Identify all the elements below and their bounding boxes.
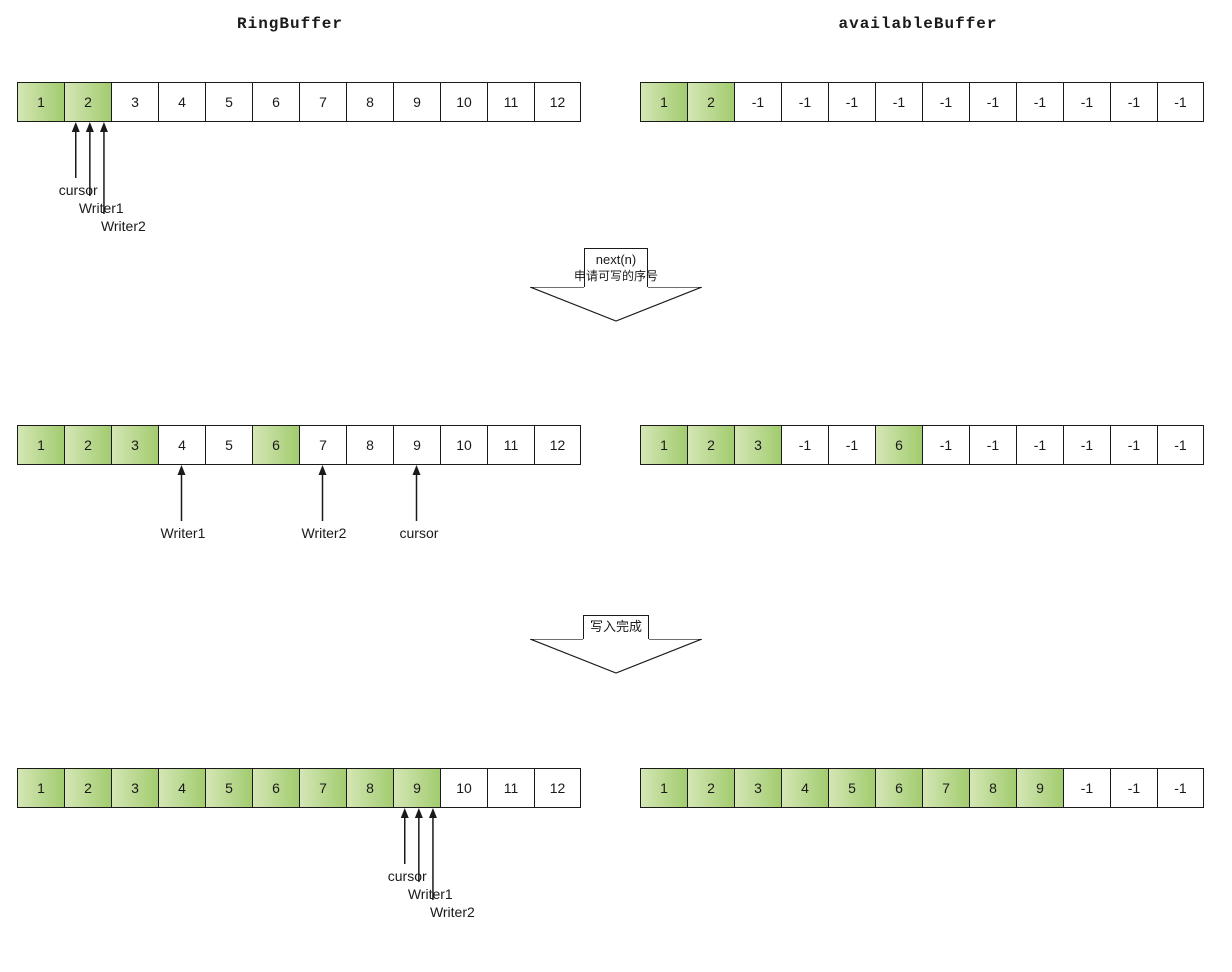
buffer-cell: 4 [158,768,205,808]
buffer-cell: 11 [487,425,534,465]
buffer-cell: -1 [1157,425,1204,465]
buffer-cell: 7 [299,768,346,808]
buffer-cell: 6 [252,425,299,465]
buffer-cell: -1 [1110,425,1157,465]
buffer-cell: 5 [828,768,875,808]
pointer-label: Writer1 [161,525,206,541]
step-arrow-complete: 写入完成 [530,615,702,681]
buffer-cell: -1 [781,82,828,122]
buffer-cell: 7 [299,425,346,465]
buffer-cell: 10 [440,425,487,465]
pointer-arrows-2 [0,0,1232,972]
buffer-cell: 8 [346,82,393,122]
buffer-cell: 6 [252,768,299,808]
buffer-cell: 9 [393,768,440,808]
buffer-cell: 4 [158,82,205,122]
buffer-cell: -1 [1016,425,1063,465]
buffer-cell: -1 [1110,82,1157,122]
pointer-label: Writer1 [408,886,453,902]
buffer-cell: 2 [64,425,111,465]
buffer-cell: 8 [969,768,1016,808]
buffer-cell: -1 [922,82,969,122]
buffer-cell: 9 [393,82,440,122]
buffer-cell: 1 [17,82,64,122]
title-ringbuffer: RingBuffer [190,15,390,33]
buffer-cell: 3 [734,768,781,808]
title-availablebuffer: availableBuffer [818,15,1018,33]
step-box: next(n)申请可写的序号 [584,248,648,287]
buffer-cell: 1 [17,768,64,808]
buffer-cell: 6 [252,82,299,122]
buffer-cell: -1 [875,82,922,122]
buffer-cell: -1 [828,425,875,465]
pointer-label: cursor [59,182,98,198]
buffer-cell: -1 [781,425,828,465]
buffer-cell: -1 [969,82,1016,122]
buffer-cell: -1 [1016,82,1063,122]
buffer-cell: 5 [205,82,252,122]
buffer-cell: 1 [640,425,687,465]
buffer-cell: 3 [111,82,158,122]
buffer-cell: -1 [969,425,1016,465]
buffer-cell: -1 [734,82,781,122]
buffer-cell: 7 [299,82,346,122]
buffer-cell: -1 [1157,82,1204,122]
buffer-cell: -1 [1063,768,1110,808]
buffer-cell: 3 [111,425,158,465]
buffer-cell: -1 [1110,768,1157,808]
buffer-cell: 2 [687,82,734,122]
buffer-cell: 5 [205,768,252,808]
buffer-cell: 2 [64,82,111,122]
buffer-cell: 1 [17,425,64,465]
buffer-cell: 11 [487,82,534,122]
avail-buffer-2: 123-1-16-1-1-1-1-1-1 [640,425,1204,465]
buffer-cell: 7 [922,768,969,808]
buffer-cell: 4 [781,768,828,808]
step-box: 写入完成 [583,615,649,639]
buffer-cell: 11 [487,768,534,808]
ring-buffer-2: 123456789101112 [17,425,581,465]
pointer-label: Writer2 [101,218,146,234]
pointer-arrows-1 [0,0,1232,972]
buffer-cell: -1 [1063,82,1110,122]
buffer-cell: 6 [875,425,922,465]
buffer-cell: 2 [64,768,111,808]
buffer-cell: 12 [534,768,581,808]
buffer-cell: 5 [205,425,252,465]
buffer-cell: -1 [828,82,875,122]
buffer-cell: 9 [1016,768,1063,808]
buffer-cell: 8 [346,425,393,465]
ring-buffer-1: 123456789101112 [17,82,581,122]
pointer-label: Writer2 [430,904,475,920]
buffer-cell: -1 [1157,768,1204,808]
buffer-cell: -1 [922,425,969,465]
pointer-arrows-3 [0,0,1232,972]
buffer-cell: 6 [875,768,922,808]
buffer-cell: 2 [687,425,734,465]
pointer-label: Writer1 [79,200,124,216]
buffer-cell: 4 [158,425,205,465]
diagram-root: { "layout": { "page_width": 1232, "page_… [0,0,1232,972]
avail-buffer-1: 12-1-1-1-1-1-1-1-1-1-1 [640,82,1204,122]
buffer-cell: 1 [640,768,687,808]
buffer-cell: 10 [440,82,487,122]
step-arrow-next: next(n)申请可写的序号 [530,248,702,329]
pointer-label: Writer2 [302,525,347,541]
pointer-label: cursor [400,525,439,541]
buffer-cell: 12 [534,82,581,122]
ring-buffer-3: 123456789101112 [17,768,581,808]
buffer-cell: 12 [534,425,581,465]
buffer-cell: 10 [440,768,487,808]
buffer-cell: 3 [734,425,781,465]
buffer-cell: 9 [393,425,440,465]
buffer-cell: 1 [640,82,687,122]
buffer-cell: 2 [687,768,734,808]
buffer-cell: 8 [346,768,393,808]
buffer-cell: -1 [1063,425,1110,465]
pointer-label: cursor [388,868,427,884]
avail-buffer-3: 123456789-1-1-1 [640,768,1204,808]
buffer-cell: 3 [111,768,158,808]
